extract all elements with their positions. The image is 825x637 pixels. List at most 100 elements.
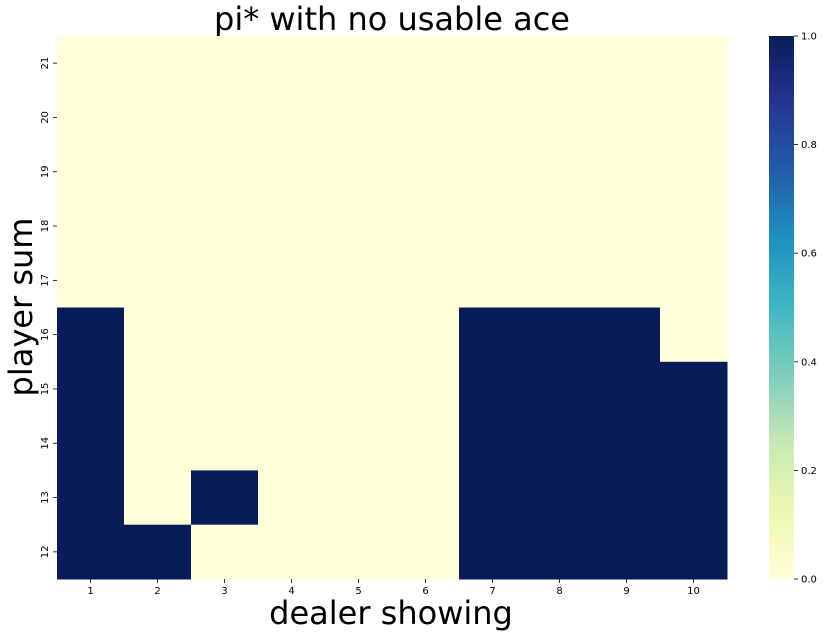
heatmap-cell [459, 198, 527, 254]
heatmap-cell [459, 253, 527, 308]
heatmap-cell [526, 307, 594, 363]
y-tick-label: 15 [40, 383, 51, 396]
heatmap-cell [57, 470, 125, 526]
heatmap-cell [459, 361, 527, 417]
y-tick-label: 17 [40, 274, 51, 287]
heatmap-cell [124, 36, 192, 91]
heatmap-cell [191, 524, 259, 580]
y-tick-label: 19 [40, 165, 51, 178]
heatmap-cell [124, 416, 192, 471]
heatmap-cell [258, 361, 326, 417]
heatmap-cell [258, 198, 326, 254]
heatmap-cell [57, 36, 125, 91]
heatmap-cell [191, 253, 259, 308]
heatmap-cell [258, 307, 326, 363]
heatmap-cell [593, 361, 661, 417]
y-tick-label: 12 [40, 545, 51, 558]
heatmap-cell [660, 307, 728, 363]
x-tick-label: 5 [355, 586, 361, 597]
heatmap-cell [258, 470, 326, 526]
x-tick-label: 3 [221, 586, 227, 597]
heatmap-cells [57, 36, 728, 580]
heatmap-cell [660, 253, 728, 308]
heatmap-cell [459, 90, 527, 146]
heatmap-cell [57, 198, 125, 254]
x-tick-label: 2 [154, 586, 160, 597]
heatmap-cell [124, 90, 192, 146]
heatmap-cell [325, 36, 393, 91]
heatmap-cell [325, 198, 393, 254]
y-axis-ticks: 21 20 19 18 17 16 15 14 13 12 [40, 57, 57, 558]
heatmap-cell [57, 144, 125, 200]
heatmap-cell [459, 144, 527, 200]
y-tick-label: 13 [40, 491, 51, 504]
y-tick-label: 14 [40, 437, 51, 450]
heatmap-cell [660, 144, 728, 200]
heatmap-cell [660, 416, 728, 471]
heatmap-cell [392, 524, 460, 580]
heatmap-cell [526, 361, 594, 417]
heatmap-cell [124, 198, 192, 254]
heatmap-cell [325, 253, 393, 308]
heatmap-cell [392, 253, 460, 308]
heatmap-cell [593, 307, 661, 363]
x-axis-ticks: 1 2 3 4 5 6 7 8 9 10 [87, 579, 700, 597]
heatmap-cell [392, 416, 460, 471]
y-tick-label: 18 [40, 220, 51, 233]
heatmap-cell [258, 36, 326, 91]
heatmap-cell [191, 36, 259, 91]
heatmap-cell [325, 416, 393, 471]
heatmap-cell [660, 36, 728, 91]
x-tick-label: 7 [489, 586, 495, 597]
x-tick-label: 9 [623, 586, 629, 597]
x-tick-label: 1 [87, 586, 93, 597]
heatmap-cell [593, 198, 661, 254]
heatmap-cell [124, 524, 192, 580]
heatmap-cell [459, 470, 527, 526]
heatmap-cell [660, 524, 728, 580]
heatmap-cell [124, 144, 192, 200]
heatmap-cell [392, 144, 460, 200]
heatmap-cell [258, 144, 326, 200]
heatmap-cell [526, 470, 594, 526]
heatmap-cell [57, 416, 125, 471]
heatmap-cell [660, 361, 728, 417]
heatmap-cell [526, 198, 594, 254]
heatmap-cell [258, 416, 326, 471]
heatmap-cell [124, 361, 192, 417]
heatmap-cell [660, 198, 728, 254]
heatmap-cell [325, 307, 393, 363]
heatmap-cell [526, 253, 594, 308]
heatmap-cell [124, 253, 192, 308]
heatmap-cell [325, 524, 393, 580]
heatmap-cell [593, 144, 661, 200]
heatmap-cell [593, 253, 661, 308]
heatmap-cell [459, 36, 527, 91]
colorbar-tick-label: 0.4 [801, 357, 817, 368]
heatmap-cell [593, 524, 661, 580]
colorbar-tick-label: 1.0 [801, 32, 817, 43]
heatmap-cell [392, 90, 460, 146]
heatmap-cell [191, 307, 259, 363]
x-tick-label: 6 [422, 586, 428, 597]
heatmap-cell [191, 470, 259, 526]
heatmap-cell [124, 470, 192, 526]
colorbar-tick-label: 0.6 [801, 249, 817, 260]
heatmap-cell [459, 524, 527, 580]
y-tick-label: 20 [40, 111, 51, 124]
heatmap-cell [191, 361, 259, 417]
heatmap-cell [325, 361, 393, 417]
heatmap-cell [593, 90, 661, 146]
colorbar-tick-label: 0.2 [801, 466, 817, 477]
heatmap-cell [191, 198, 259, 254]
heatmap-cell [593, 416, 661, 471]
heatmap-cell [459, 416, 527, 471]
chart-title: pi* with no usable ace [214, 0, 570, 38]
x-tick-label: 4 [288, 586, 294, 597]
heatmap-cell [459, 307, 527, 363]
heatmap-cell [392, 307, 460, 363]
colorbar [769, 36, 794, 579]
heatmap-cell [392, 36, 460, 91]
heatmap-cell [593, 36, 661, 91]
heatmap-cell [392, 470, 460, 526]
